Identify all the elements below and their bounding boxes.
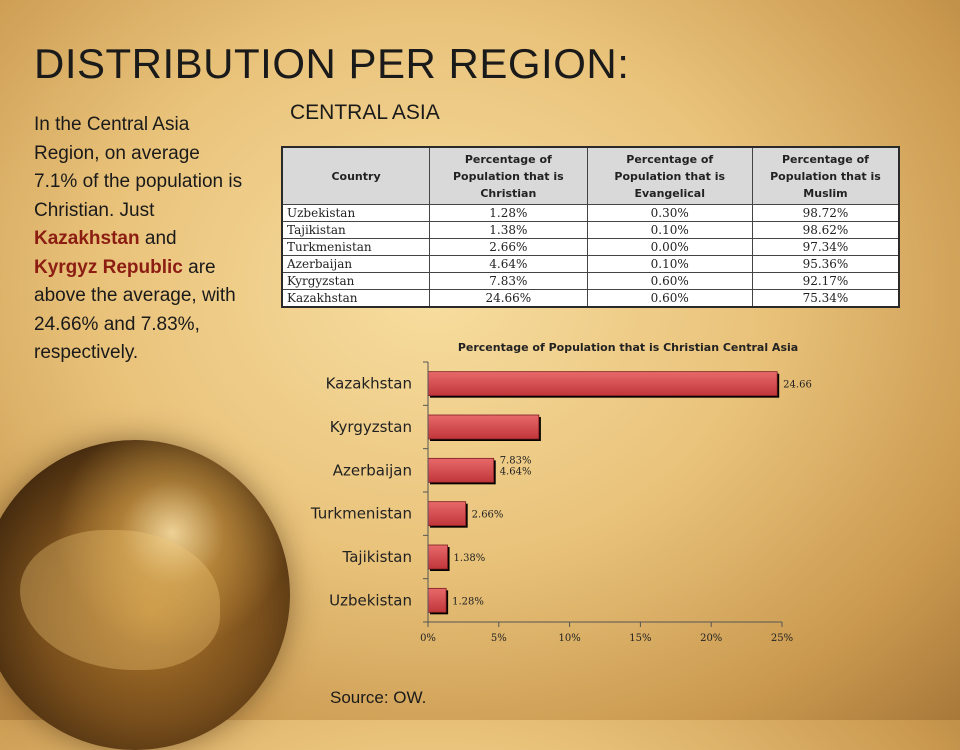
data-label-annotation: 7.83% [500,455,532,466]
table-row: Uzbekistan 1.28% 0.30% 98.72% [281,204,900,222]
cell-christian: 7.83% [429,272,588,290]
cell-country: Kazakhstan [281,289,431,308]
bar [427,414,540,440]
table-row: Kyrgyzstan 7.83% 0.60% 92.17% [281,272,900,290]
x-tick-label: 10% [558,633,580,644]
summary-part-2: and [139,228,177,249]
x-tick-label: 25% [771,633,793,644]
cell-christian: 4.64% [429,255,588,273]
x-tick-label: 5% [491,633,507,644]
category-label: Kazakhstan [326,375,412,393]
cell-evangelical: 0.10% [586,255,753,273]
header-evangelical: Percentage of Population that is Evangel… [586,146,753,205]
cell-evangelical: 0.00% [586,238,753,256]
slide-subtitle: CENTRAL ASIA [290,101,440,124]
cell-country: Kyrgyzstan [281,272,431,290]
cell-muslim: 98.62% [751,221,900,239]
summary-part-3: are above the average, with 24.66% and 7… [34,256,236,364]
highlight-kazakhstan: Kazakhstan [34,228,140,249]
bar [427,371,778,397]
category-label: Kyrgyzstan [330,418,412,436]
cell-muslim: 97.34% [751,238,900,256]
header-muslim: Percentage of Population that is Muslim [751,146,900,205]
x-tick-label: 0% [420,633,436,644]
slide-title: DISTRIBUTION PER REGION: [34,40,630,87]
bar [427,457,495,483]
cell-muslim: 98.72% [751,204,900,222]
category-label: Uzbekistan [329,591,412,609]
source-note: Source: OW. [330,688,427,707]
cell-country: Uzbekistan [281,204,431,222]
table-row: Kazakhstan 24.66% 0.60% 75.34% [281,289,900,308]
cell-evangelical: 0.60% [586,289,753,308]
cell-christian: 1.28% [429,204,588,222]
cell-country: Tajikistan [281,221,431,239]
summary-part-1: In the Central Asia Region, on average 7… [34,114,243,221]
population-table: Country Percentage of Population that is… [281,146,900,308]
bar [427,501,467,527]
bar [427,544,448,570]
data-label: 1.28% [452,596,484,607]
table-row: Turkmenistan 2.66% 0.00% 97.34% [281,238,900,256]
data-label: 24.66% [783,380,812,391]
christian-percentage-bar-chart: Percentage of Population that is Christi… [310,341,812,644]
highlight-kyrgyz-republic: Kyrgyz Republic [34,256,183,278]
table-row: Tajikistan 1.38% 0.10% 98.62% [281,221,900,239]
x-tick-label: 15% [629,633,651,644]
header-christian: Percentage of Population that is Christi… [429,146,588,205]
chart-title: Percentage of Population that is Christi… [458,341,798,354]
cell-christian: 1.38% [429,221,588,239]
category-label: Tajikistan [342,548,412,566]
x-tick-label: 20% [700,633,722,644]
cell-muslim: 95.36% [751,255,900,273]
cell-christian: 2.66% [429,238,588,256]
cell-evangelical: 0.10% [586,221,753,239]
cell-christian: 24.66% [429,289,588,308]
table-header-row: Country Percentage of Population that is… [281,146,900,205]
cell-evangelical: 0.30% [586,204,753,222]
table-row: Azerbaijan 4.64% 0.10% 95.36% [281,255,900,273]
cell-country: Azerbaijan [281,255,431,273]
cell-muslim: 92.17% [751,272,900,290]
data-label: 2.66% [472,510,504,521]
category-label: Turkmenistan [310,505,412,523]
summary-text: In the Central Asia Region, on average 7… [34,111,244,368]
cell-evangelical: 0.60% [586,272,753,290]
category-label: Azerbaijan [333,461,412,479]
data-label: 4.64% [500,466,532,477]
globe-image [0,440,290,750]
bar [427,587,447,613]
cell-country: Turkmenistan [281,238,431,256]
data-label: 1.38% [454,553,486,564]
header-country: Country [281,146,431,205]
cell-muslim: 75.34% [751,289,900,308]
